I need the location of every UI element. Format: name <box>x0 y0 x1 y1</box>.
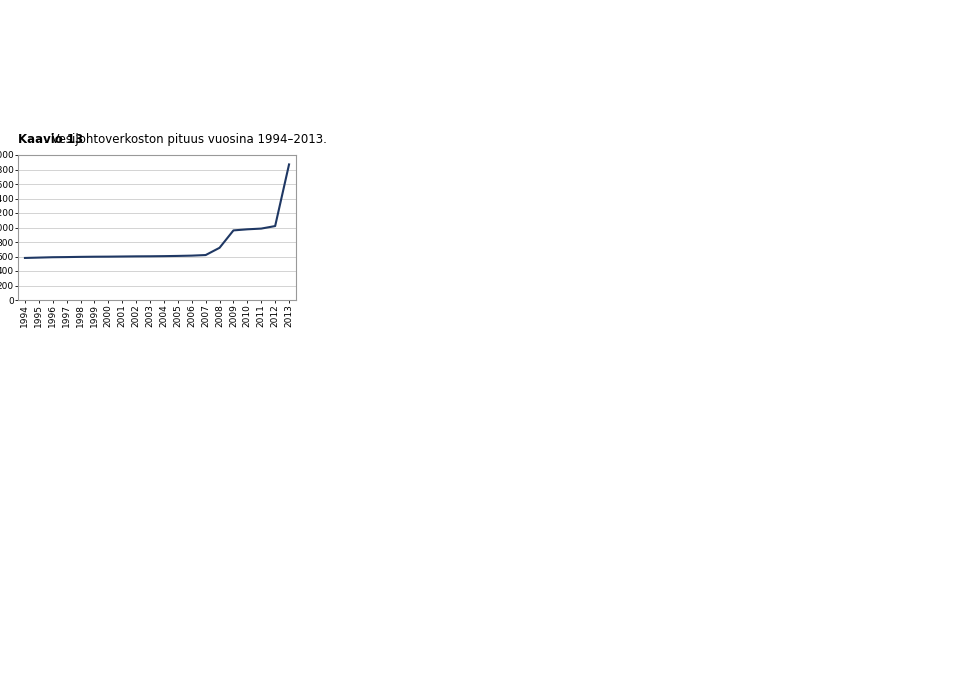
Text: Kaavio 13: Kaavio 13 <box>18 133 84 146</box>
Text: . Vesijohtoverkoston pituus vuosina 1994–2013.: . Vesijohtoverkoston pituus vuosina 1994… <box>44 133 326 146</box>
